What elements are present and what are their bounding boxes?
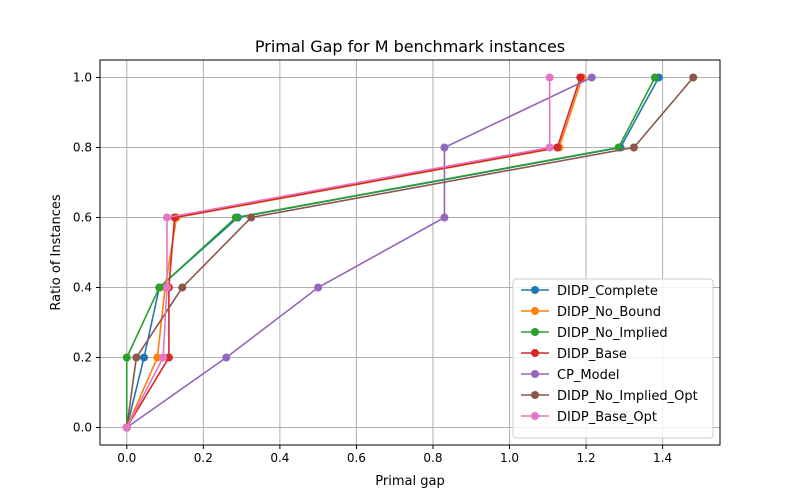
series-line — [126, 77, 582, 428]
legend-item: CP_Model — [521, 368, 619, 383]
series-line — [126, 77, 551, 428]
data-point — [162, 283, 171, 292]
legend-label: DIDP_Base — [557, 347, 627, 362]
data-point — [440, 143, 449, 152]
series-line — [125, 77, 656, 428]
chart-title: Primal Gap for M benchmark instances — [255, 37, 565, 56]
legend-label: DIDP_No_Implied_Opt — [557, 389, 698, 404]
data-point — [440, 213, 449, 222]
x-tick-label: 0.4 — [270, 451, 289, 465]
data-point — [155, 283, 164, 292]
legend-item: DIDP_Base_Opt — [521, 410, 657, 425]
legend-label: DIDP_Base_Opt — [557, 410, 657, 425]
legend-box — [512, 278, 714, 439]
legend-item: DIDP_No_Bound — [521, 305, 661, 320]
legend-label: DIDP_No_Bound — [557, 305, 661, 320]
legend-item: DIDP_No_Implied — [521, 326, 668, 341]
legend-swatch-marker — [531, 349, 539, 357]
data-point — [164, 353, 173, 362]
legend-label: DIDP_No_Implied — [557, 326, 668, 341]
data-point — [629, 143, 638, 152]
legend-swatch-marker — [531, 370, 539, 378]
data-point — [178, 283, 187, 292]
legend-label: CP_Model — [557, 368, 619, 383]
x-tick-label: 0.2 — [194, 451, 213, 465]
legend: DIDP_Complete DIDP_No_Bound DIDP_No_Implie… — [512, 278, 714, 439]
legend-item: DIDP_Base — [521, 347, 627, 362]
data-point — [545, 143, 554, 152]
data-point — [132, 353, 141, 362]
legend-swatch-marker — [531, 412, 539, 420]
x-tick-label: 0.0 — [117, 451, 136, 465]
legend-swatch-marker — [531, 328, 539, 336]
data-point — [170, 213, 179, 222]
y-tick-label: 0.2 — [73, 351, 92, 365]
series-layer — [122, 73, 698, 432]
x-tick-label: 0.6 — [347, 451, 366, 465]
data-point — [122, 423, 131, 432]
data-point — [247, 213, 256, 222]
x-axis-label: Primal gap — [375, 474, 444, 489]
legend-item: DIDP_No_Implied_Opt — [521, 389, 698, 404]
data-point — [140, 353, 149, 362]
series-line — [126, 77, 583, 428]
data-point — [650, 73, 659, 82]
plot-frame — [99, 59, 721, 446]
axes: 0.0 0.2 0.4 0.6 0.8 1.0 1.2 1.4 0.0 0.2 0.4 0.6 0.8 1… — [73, 71, 672, 466]
data-point — [587, 73, 596, 82]
series-line — [126, 76, 593, 429]
y-tick-label: 1.0 — [73, 71, 92, 85]
data-point — [689, 73, 698, 82]
data-point — [545, 73, 554, 82]
x-tick-label: 0.8 — [423, 451, 442, 465]
series-line — [125, 76, 694, 428]
data-point — [314, 283, 323, 292]
legend-item: DIDP_Complete — [521, 284, 658, 299]
y-tick-label: 0.6 — [73, 211, 92, 225]
y-tick-label: 0.0 — [73, 421, 92, 435]
legend-swatch-marker — [531, 391, 539, 399]
data-point — [222, 353, 231, 362]
y-tick-label: 0.8 — [73, 141, 92, 155]
legend-swatch-marker — [531, 307, 539, 315]
y-axis-label: Ratio of Instances — [49, 194, 64, 310]
data-point — [576, 73, 585, 82]
legend-swatch-marker — [531, 286, 539, 294]
data-point — [159, 353, 168, 362]
y-tick-label: 0.4 — [73, 281, 92, 295]
data-point — [553, 143, 562, 152]
x-tick-label: 1.4 — [653, 451, 672, 465]
data-point — [231, 213, 240, 222]
data-point — [153, 353, 162, 362]
data-point — [162, 213, 171, 222]
series-didp-base-opt — [122, 73, 554, 432]
x-tick-label: 1.2 — [577, 451, 596, 465]
x-tick-label: 1.0 — [500, 451, 519, 465]
data-point — [122, 353, 131, 362]
legend-label: DIDP_Complete — [557, 284, 658, 299]
